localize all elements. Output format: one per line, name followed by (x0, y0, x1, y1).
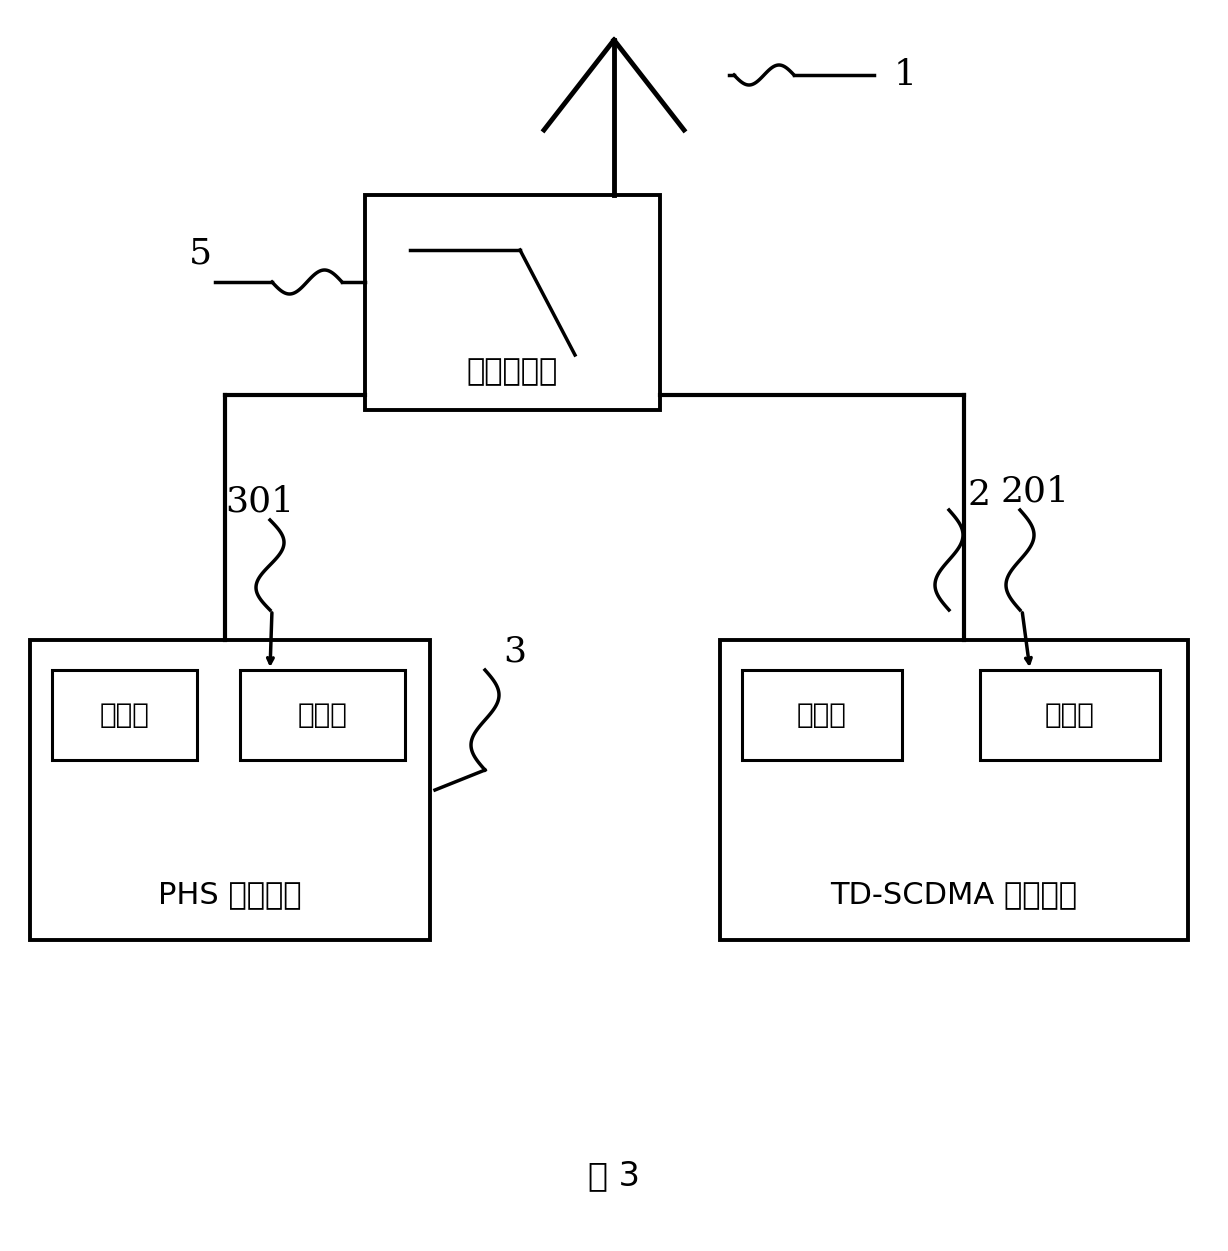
FancyBboxPatch shape (980, 671, 1160, 761)
FancyBboxPatch shape (52, 671, 196, 761)
FancyBboxPatch shape (720, 641, 1187, 940)
Text: 5: 5 (188, 236, 211, 271)
Text: 1: 1 (894, 58, 917, 93)
Text: 接收机: 接收机 (1045, 701, 1095, 729)
FancyBboxPatch shape (29, 641, 430, 940)
FancyBboxPatch shape (742, 671, 903, 761)
Text: 301: 301 (226, 485, 295, 519)
Text: 发射机: 发射机 (797, 701, 847, 729)
Text: PHS 射频模块: PHS 射频模块 (158, 881, 302, 909)
FancyBboxPatch shape (365, 195, 659, 410)
Text: 接收机: 接收机 (297, 701, 348, 729)
Text: 低通滤波器: 低通滤波器 (467, 358, 558, 387)
Text: 2: 2 (968, 478, 991, 512)
Text: 3: 3 (503, 636, 527, 669)
Text: 201: 201 (1001, 475, 1070, 509)
FancyBboxPatch shape (239, 671, 405, 761)
Text: TD-SCDMA 射频模块: TD-SCDMA 射频模块 (830, 881, 1077, 909)
Text: 发射机: 发射机 (99, 701, 150, 729)
Text: 图 3: 图 3 (588, 1160, 640, 1192)
